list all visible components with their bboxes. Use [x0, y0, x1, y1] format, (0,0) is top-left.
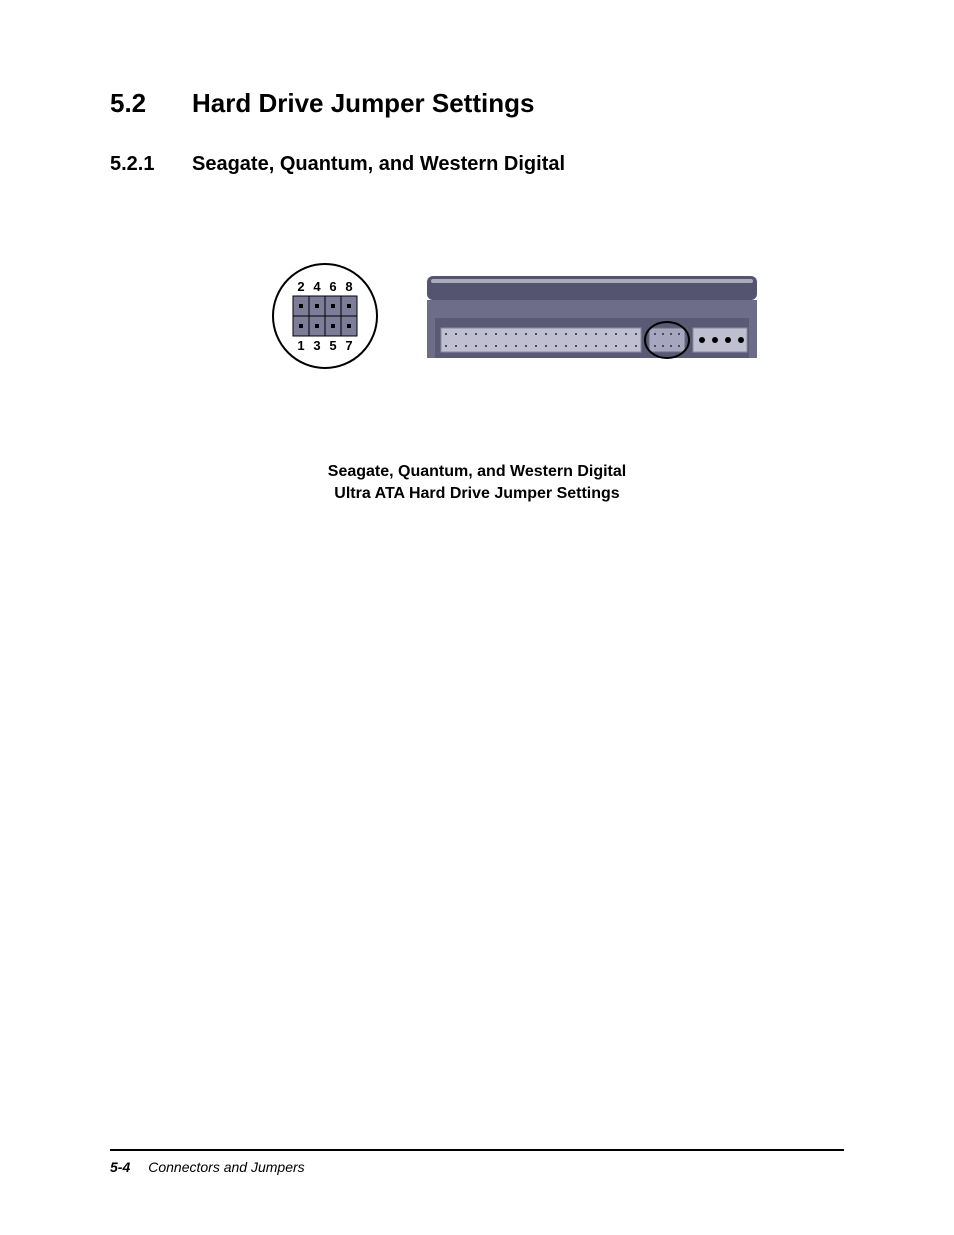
pin-label: 2 [297, 279, 304, 294]
footer-page-number: 5-4 [110, 1159, 130, 1175]
pin-label: 6 [329, 279, 336, 294]
section-heading: 5.2 Hard Drive Jumper Settings [110, 88, 844, 119]
caption-line: Ultra ATA Hard Drive Jumper Settings [328, 483, 626, 505]
footer-chapter-title: Connectors and Jumpers [148, 1159, 304, 1175]
pin-label: 7 [345, 338, 352, 353]
subsection-title: Seagate, Quantum, and Western Digital [192, 153, 565, 176]
section-title: Hard Drive Jumper Settings [192, 88, 534, 119]
page-footer: 5-4 Connectors and Jumpers [110, 1149, 844, 1175]
pin-label: 3 [313, 338, 320, 353]
figure-caption: Seagate, Quantum, and Western Digital Ul… [328, 461, 626, 504]
section-number: 5.2 [110, 88, 192, 119]
pin-label: 1 [297, 338, 304, 353]
jumper-detail-icon: 2 4 6 8 1 3 5 7 [273, 264, 377, 368]
pin-label: 5 [329, 338, 336, 353]
figure-container: 2 4 6 8 1 3 5 7 [110, 236, 844, 504]
subsection-heading: 5.2.1 Seagate, Quantum, and Western Digi… [110, 153, 844, 176]
document-page: 5.2 Hard Drive Jumper Settings 5.2.1 Sea… [0, 0, 954, 1235]
hard-drive-rear-icon [427, 276, 757, 358]
hard-drive-diagram: 2 4 6 8 1 3 5 7 [267, 236, 767, 396]
subsection-number: 5.2.1 [110, 153, 192, 176]
pin-label: 4 [313, 279, 321, 294]
caption-line: Seagate, Quantum, and Western Digital [328, 461, 626, 483]
figure-svg-wrap: 2 4 6 8 1 3 5 7 [267, 236, 767, 401]
pin-label: 8 [345, 279, 352, 294]
